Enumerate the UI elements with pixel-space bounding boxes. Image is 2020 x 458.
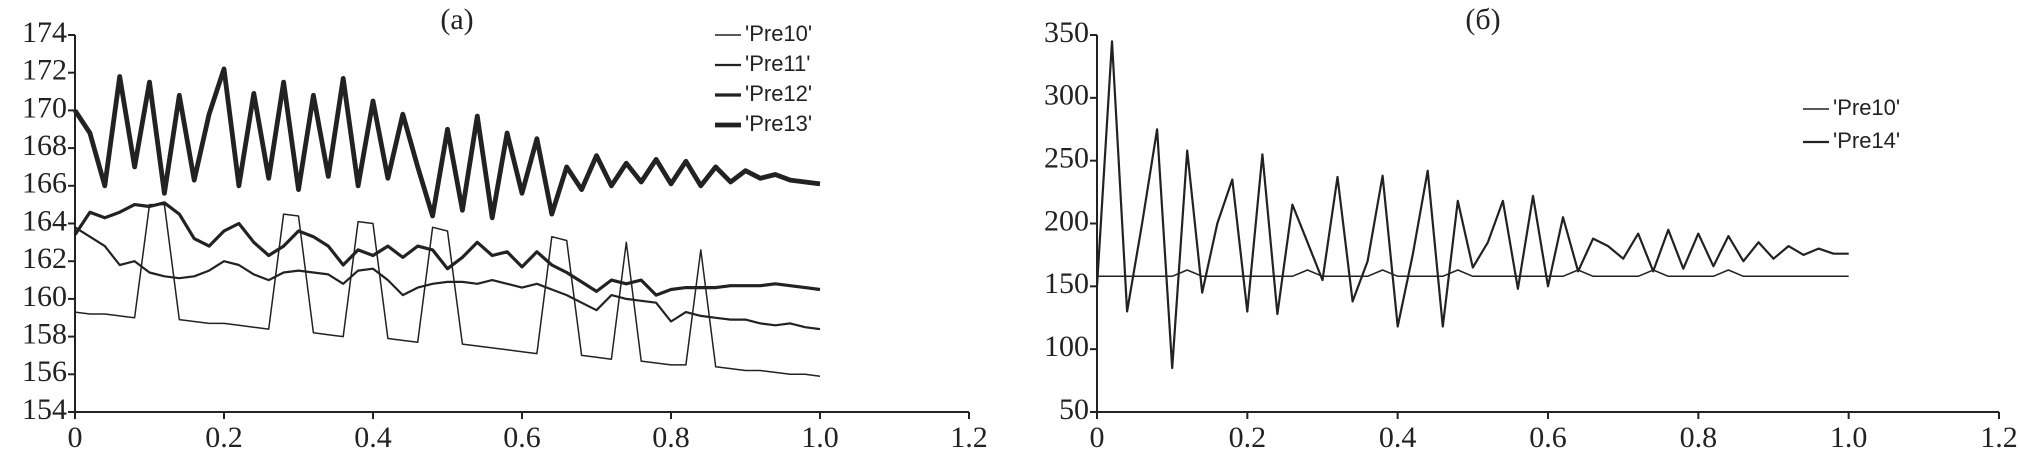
chart-title: (a): [440, 3, 473, 36]
y-tick-label: 350: [1044, 16, 1089, 49]
y-tick-label: 164: [22, 204, 67, 237]
x-tick-label: 0.2: [1229, 421, 1267, 454]
legend-label: 'Pre10': [1833, 95, 1900, 120]
legend-label: 'Pre12': [745, 81, 812, 106]
x-tick-label: 0.6: [1529, 421, 1567, 454]
y-tick-label: 200: [1044, 204, 1089, 237]
data-line: [72, 66, 821, 221]
data-line: [74, 226, 821, 331]
x-tick-label: 0: [68, 421, 83, 454]
y-tick-label: 150: [1044, 267, 1089, 300]
x-tick-label: 0.6: [503, 421, 541, 454]
x-tick-label: 1.2: [1980, 421, 2018, 454]
legend-label: 'Pre10': [745, 21, 812, 46]
legend-label: 'Pre13': [745, 111, 812, 136]
x-tick-label: 1.0: [801, 421, 839, 454]
y-tick-label: 172: [22, 54, 67, 87]
x-tick-label: 1.0: [1830, 421, 1868, 454]
data-line: [74, 203, 821, 377]
y-tick-label: 160: [22, 280, 67, 313]
x-tick-label: 0.8: [1680, 421, 1718, 454]
x-tick-label: 1.2: [950, 421, 988, 454]
x-tick-label: 0.4: [1379, 421, 1417, 454]
legend-label: 'Pre11': [745, 51, 810, 76]
legend-label: 'Pre14': [1833, 128, 1900, 153]
y-tick-label: 174: [22, 16, 67, 49]
y-tick-label: 156: [22, 355, 67, 388]
data-line: [1095, 40, 1849, 370]
chart: 154 156 158 160 162 164 166 168 170 172 174 0 0.2 0.4…: [22, 3, 988, 454]
x-tick-label: 0.8: [652, 421, 690, 454]
data-line: [73, 201, 821, 297]
x-tick-label: 0.2: [205, 421, 243, 454]
y-tick-label: 166: [22, 167, 67, 200]
x-tick-label: 0: [1090, 421, 1105, 454]
y-tick-label: 300: [1044, 79, 1089, 112]
y-tick-label: 170: [22, 91, 67, 124]
chart: 50 100 150 200 250 300 350 0 0.2 0.4 0.6 0.8 1.0 1.2 (…: [1044, 3, 2018, 454]
y-tick-label: 250: [1044, 142, 1089, 175]
y-tick-label: 162: [22, 242, 67, 275]
y-tick-label: 158: [22, 317, 67, 350]
y-tick-label: 50: [1059, 393, 1089, 426]
data-line: [1097, 269, 1849, 278]
y-tick-label: 154: [22, 393, 67, 426]
y-tick-label: 100: [1044, 330, 1089, 363]
chart-title: (б): [1465, 3, 1500, 36]
x-tick-label: 0.4: [354, 421, 392, 454]
y-tick-label: 168: [22, 129, 67, 162]
